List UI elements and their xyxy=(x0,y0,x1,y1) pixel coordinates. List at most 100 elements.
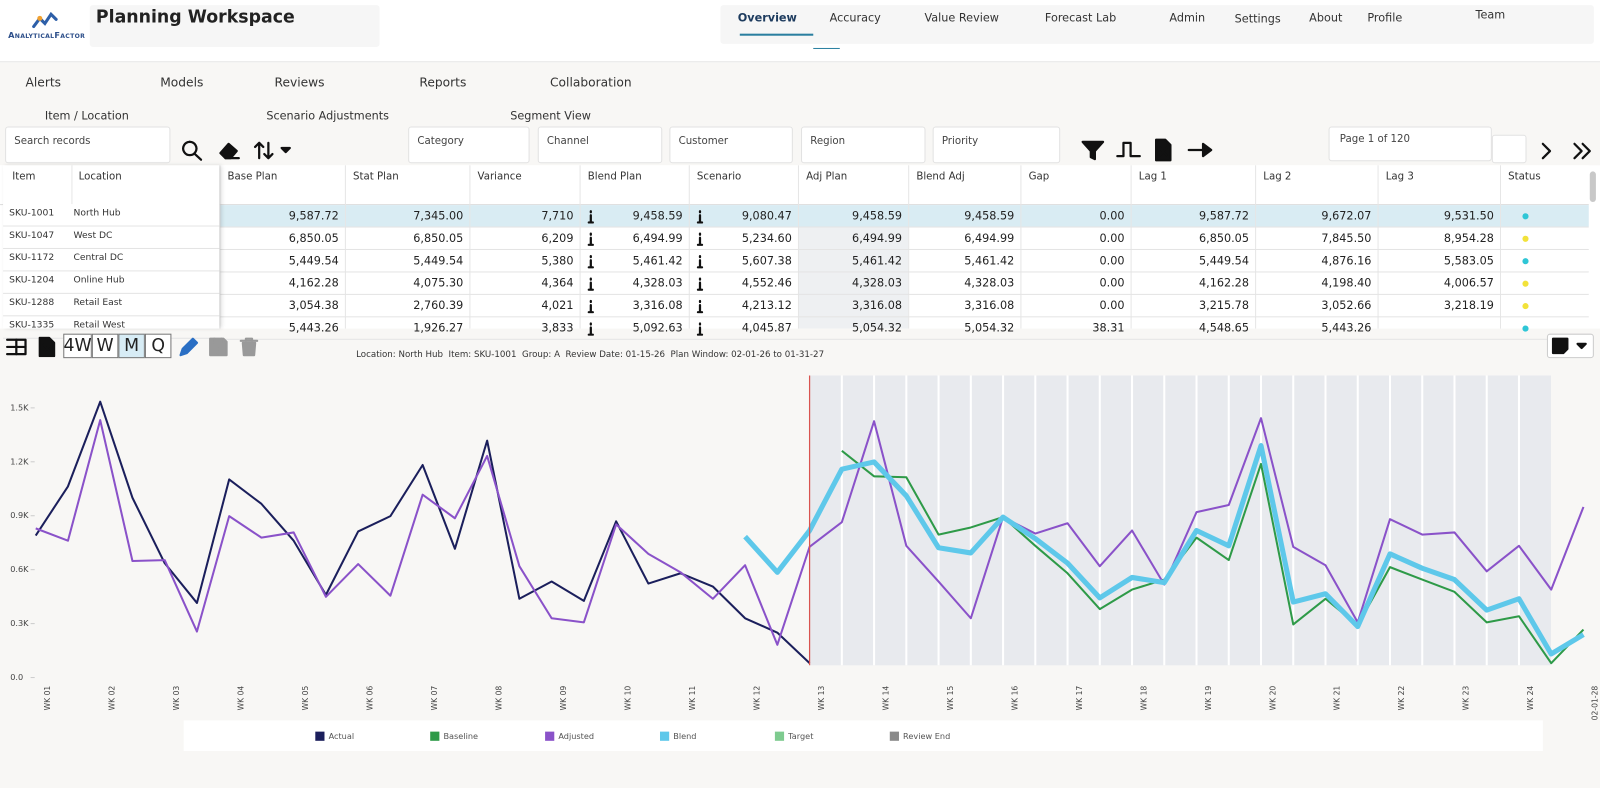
subtab[interactable]: Segment View xyxy=(510,109,591,123)
frozen-header[interactable]: Location xyxy=(78,171,122,183)
filter-field[interactable] xyxy=(669,126,793,164)
save-button[interactable] xyxy=(208,337,228,357)
location-cell[interactable]: Retail East xyxy=(73,297,123,309)
period-button[interactable] xyxy=(63,333,92,359)
filter-field[interactable] xyxy=(801,126,926,164)
item-cell[interactable]: SKU-1204 xyxy=(9,275,55,286)
item-cell[interactable]: SKU-1172 xyxy=(9,253,55,264)
tab[interactable]: Alerts xyxy=(25,75,62,90)
tab[interactable]: Collaboration xyxy=(549,75,632,90)
tab[interactable]: Reports xyxy=(419,75,467,90)
frozen-row-divider xyxy=(3,247,220,249)
nav-item[interactable]: Team xyxy=(1475,8,1506,22)
period-button[interactable] xyxy=(144,333,172,359)
column-header[interactable]: Variance xyxy=(477,171,522,183)
last-page-shape xyxy=(1573,142,1583,160)
item-cell[interactable]: SKU-1335 xyxy=(9,320,55,331)
filter-field[interactable] xyxy=(932,126,1061,164)
location-cell[interactable]: North Hub xyxy=(73,208,121,219)
column-header[interactable]: Scenario xyxy=(696,171,742,183)
info-icon[interactable] xyxy=(587,299,595,314)
period-label[interactable]: M xyxy=(124,335,140,357)
nav-item[interactable]: Settings xyxy=(1234,12,1281,26)
nav-item[interactable]: Accuracy xyxy=(829,11,881,25)
period-label[interactable]: 4W xyxy=(63,335,92,357)
last-page[interactable] xyxy=(1569,140,1596,162)
filter-button[interactable] xyxy=(1080,139,1107,161)
subtab[interactable]: Scenario Adjustments xyxy=(266,109,389,123)
column-header[interactable]: Base Plan xyxy=(227,171,278,183)
table-cell: 9,672.07 xyxy=(1321,209,1372,223)
table-cell: 3,218.19 xyxy=(1443,298,1494,313)
column-header[interactable]: Adj Plan xyxy=(806,171,848,183)
nav-item[interactable]: About xyxy=(1309,11,1343,25)
notes-icon[interactable] xyxy=(1551,337,1592,355)
location-cell[interactable]: Online Hub xyxy=(73,275,125,286)
info-icon[interactable] xyxy=(696,321,704,336)
filter-field[interactable] xyxy=(408,126,530,164)
location-cell[interactable]: Retail West xyxy=(73,320,125,331)
page-input[interactable] xyxy=(1491,134,1527,164)
period-button[interactable] xyxy=(91,333,119,359)
goto-button[interactable] xyxy=(1186,139,1215,161)
tab[interactable]: Models xyxy=(160,75,204,90)
column-header[interactable]: Lag 3 xyxy=(1385,171,1414,183)
info-icon[interactable] xyxy=(587,321,595,336)
table-cell: 6,850.05 xyxy=(413,231,464,245)
filter-field[interactable] xyxy=(537,126,663,164)
table-cell: 3,316.08 xyxy=(964,298,1015,313)
column-header[interactable]: Stat Plan xyxy=(353,171,399,183)
search-input[interactable] xyxy=(5,126,171,164)
period-label[interactable]: W xyxy=(96,335,114,357)
location-cell[interactable]: West DC xyxy=(73,230,113,241)
nav-item[interactable]: Overview xyxy=(737,11,797,25)
table-cell: 9,458.59 xyxy=(964,209,1015,223)
search-button[interactable] xyxy=(180,139,204,161)
nav-item[interactable]: Admin xyxy=(1169,11,1206,25)
column-header[interactable]: Blend Adj xyxy=(916,171,965,183)
step-button[interactable] xyxy=(1115,139,1142,161)
column-header[interactable]: Gap xyxy=(1028,171,1050,183)
frozen-header[interactable]: Item xyxy=(12,171,36,183)
table-cell: 7,710 xyxy=(541,209,574,223)
item-cell[interactable]: SKU-1001 xyxy=(9,208,55,219)
info-icon[interactable] xyxy=(696,232,704,246)
sort-button[interactable] xyxy=(253,139,296,161)
search-input-placeholder: Search records xyxy=(14,135,91,147)
chart-export-button[interactable] xyxy=(36,336,58,358)
period-button[interactable] xyxy=(118,333,145,359)
info-icon-shape xyxy=(696,259,704,269)
clear-button[interactable] xyxy=(216,139,243,161)
info-icon[interactable] xyxy=(696,254,704,269)
info-icon[interactable] xyxy=(587,254,595,269)
subtab[interactable]: Item / Location xyxy=(44,109,129,123)
column-header[interactable]: Blend Plan xyxy=(587,171,642,183)
grid-view-button[interactable] xyxy=(5,338,27,356)
nav-item[interactable]: Forecast Lab xyxy=(1044,11,1117,25)
nav-item[interactable]: Profile xyxy=(1367,11,1403,25)
column-header[interactable]: Status xyxy=(1508,171,1541,183)
info-icon[interactable] xyxy=(696,209,704,224)
period-label[interactable]: Q xyxy=(151,335,165,357)
nav-item[interactable]: Value Review xyxy=(924,11,999,25)
table-cell: 0.00 xyxy=(1099,298,1125,313)
notes-icon-shape xyxy=(1551,337,1569,355)
info-icon[interactable] xyxy=(587,209,595,224)
edit-button-shape xyxy=(179,337,199,357)
tab[interactable]: Reviews xyxy=(274,75,325,90)
info-icon[interactable] xyxy=(587,232,595,246)
info-icon[interactable] xyxy=(587,277,595,291)
edit-button[interactable] xyxy=(178,337,200,357)
sort-button-shape xyxy=(253,141,265,160)
next-page[interactable] xyxy=(1535,140,1557,162)
column-header[interactable]: Lag 2 xyxy=(1263,171,1292,183)
info-icon[interactable] xyxy=(696,299,704,314)
item-cell[interactable]: SKU-1288 xyxy=(9,297,55,309)
info-icon[interactable] xyxy=(696,277,704,291)
delete-button[interactable] xyxy=(239,337,259,357)
export-button[interactable] xyxy=(1151,138,1175,162)
location-cell[interactable]: Central DC xyxy=(73,253,124,264)
item-cell[interactable]: SKU-1047 xyxy=(9,230,55,241)
table-cell: 4,198.40 xyxy=(1321,276,1372,290)
column-header[interactable]: Lag 1 xyxy=(1138,171,1167,183)
